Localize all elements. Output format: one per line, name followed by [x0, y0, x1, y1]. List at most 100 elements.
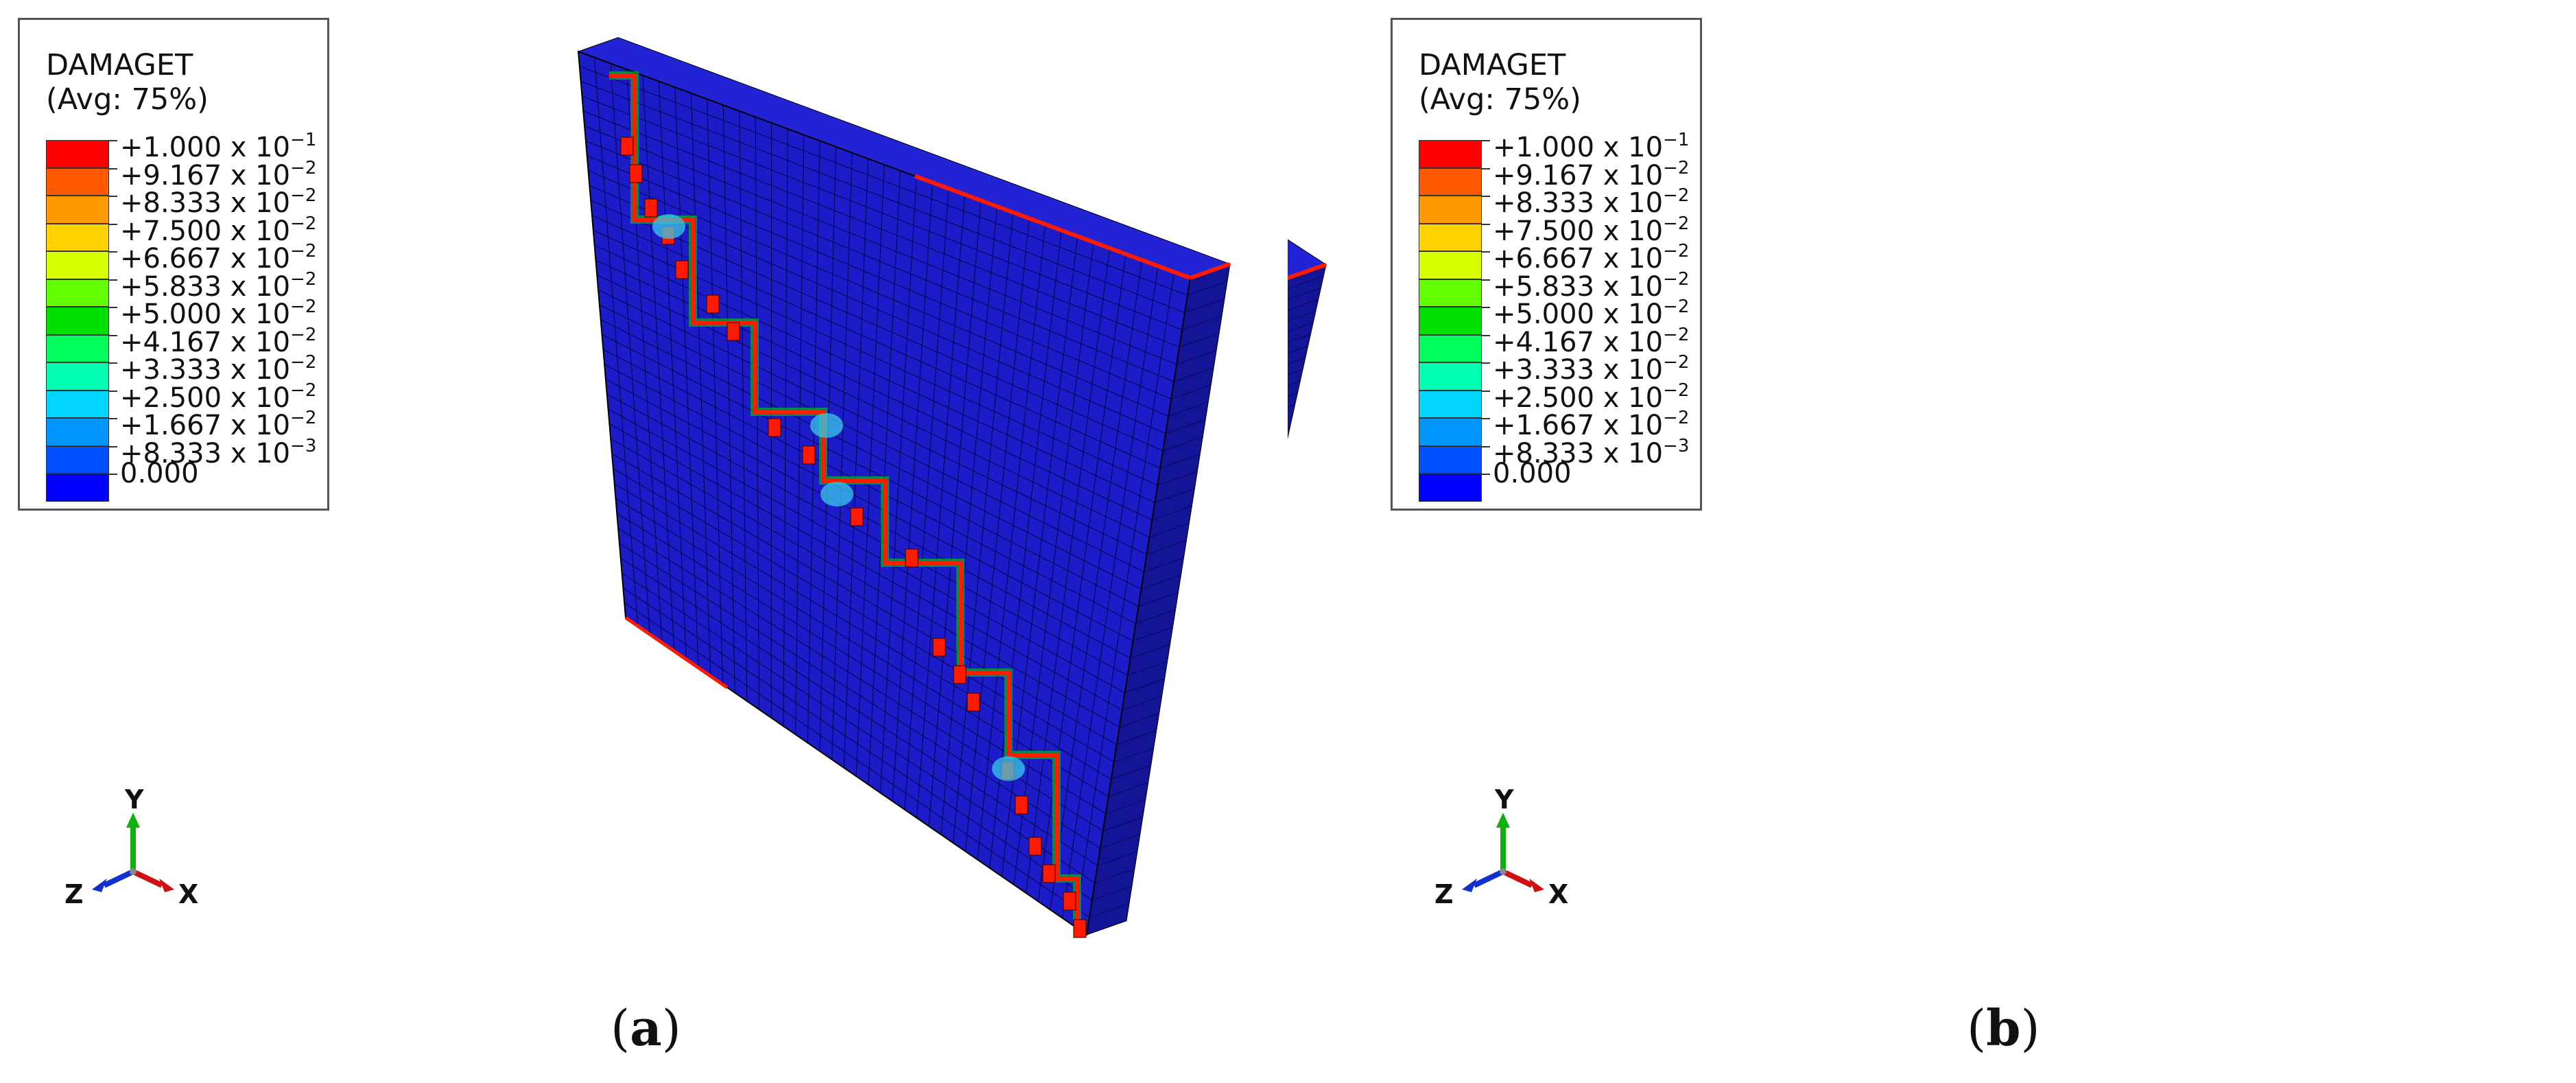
legend-tick [1482, 445, 1490, 447]
mesh-line [603, 349, 1136, 625]
mesh-line [1113, 747, 1154, 762]
legend-value-label: +5.000 x 10−2 [1493, 296, 1690, 330]
damaged-element [726, 322, 740, 341]
legend-tick [109, 223, 117, 225]
mesh-line [622, 572, 1096, 883]
legend-value-label: +6.667 x 10−2 [120, 241, 317, 275]
mesh-line [614, 483, 1112, 780]
legend-color-band [1419, 445, 1482, 474]
legend-color-band [46, 334, 109, 362]
legend-tick [1482, 418, 1490, 419]
mesh-line [1144, 557, 1184, 572]
legend-color-band [1419, 307, 1482, 335]
damage-legend: DAMAGET (Avg: 75%) +1.000 x 10−1 +9.167 x… [18, 18, 329, 511]
mesh-line [587, 155, 1172, 399]
mesh-line [610, 438, 1120, 728]
legend-color-band [46, 140, 109, 168]
axis-y-label: Y [1494, 784, 1514, 815]
legend-color-scale: +1.000 x 10−1 +9.167 x 10−2 +8.333 x 10−2 +… [46, 130, 316, 504]
mesh-line [1288, 357, 1306, 364]
legend-value-label: +1.000 x 10−1 [120, 130, 317, 163]
damaged-element [620, 137, 634, 156]
legend-value-label: +2.500 x 10−2 [1493, 380, 1690, 414]
mesh-line [602, 334, 1139, 607]
damaged-element [967, 692, 980, 712]
mesh-line [1288, 322, 1314, 332]
legend-value-label: +8.333 x 10−2 [1493, 185, 1690, 219]
legend-color-band [1419, 279, 1482, 307]
legend-color-band [46, 390, 109, 418]
mesh-line [595, 259, 1153, 521]
mesh-line [624, 602, 1090, 918]
legend-color-band [1419, 418, 1482, 446]
mesh-line [1152, 505, 1192, 521]
mesh-line [590, 200, 1163, 452]
damaged-element [850, 507, 864, 526]
legend-color-band [1419, 474, 1482, 502]
legend-value-label: +1.667 x 10−2 [1493, 408, 1690, 441]
legend-title: DAMAGET [46, 48, 193, 82]
legend-tick [109, 251, 117, 253]
panel-a: DAMAGET (Avg: 75%) +1.000 x 10−1 +9.167 x… [18, 18, 1231, 1057]
legend-color-band [46, 167, 109, 196]
mesh-line [1187, 281, 1228, 296]
edge-crack-top [1190, 261, 1231, 280]
damaged-element [953, 665, 967, 684]
mesh-line [1168, 401, 1209, 417]
mesh-line [1124, 678, 1165, 693]
subfigure-caption-a: (a) [611, 999, 681, 1057]
damaged-element [1028, 837, 1042, 856]
legend-tick [109, 445, 117, 447]
legend-value-label: 0.000 [1493, 458, 1572, 489]
damage-spot [652, 214, 685, 239]
mesh-line [611, 453, 1118, 745]
legend-tick [1482, 362, 1490, 364]
concrete-slab-model [1288, 239, 1327, 439]
legend-value-label: +5.000 x 10−2 [120, 296, 317, 330]
mesh-line [1173, 367, 1214, 382]
legend-tick [1482, 334, 1490, 336]
legend-tick [1482, 390, 1490, 392]
legend-value-label: +5.833 x 10−2 [120, 268, 317, 303]
mesh-line [1091, 885, 1133, 901]
edge-crack-top [1288, 262, 1327, 281]
model-view [577, 37, 1231, 938]
axis-triad: Y Z X [1434, 784, 1568, 909]
mesh-line [1122, 695, 1162, 711]
mesh-line [1184, 298, 1225, 313]
legend-value-label: +7.500 x 10−2 [120, 213, 317, 247]
legend-title: DAMAGET [1419, 48, 1566, 82]
damaged-element [1063, 892, 1076, 911]
legend-value-label: +2.500 x 10−2 [120, 380, 317, 414]
mesh-line [1288, 392, 1298, 397]
legend-tick [109, 362, 117, 364]
mesh-line [1105, 799, 1146, 815]
slab-side-face [1288, 264, 1327, 439]
legend-value-label: +9.167 x 10−2 [1493, 157, 1690, 191]
legend-color-band [46, 196, 109, 224]
mesh-line [1111, 765, 1151, 780]
mesh-line [1108, 782, 1148, 797]
mesh-line [1141, 574, 1181, 590]
legend-value-label: +7.500 x 10−2 [1493, 213, 1690, 247]
damage-legend: DAMAGET (Avg: 75%) +1.000 x 10−1 +9.167 x… [1391, 18, 1702, 511]
legend-tick [109, 140, 117, 141]
mesh-line [1288, 310, 1316, 322]
damaged-element [675, 260, 689, 279]
subfigure-caption-b: (b) [1967, 999, 2040, 1057]
mesh-line [1176, 350, 1217, 365]
legend-value-label: +5.833 x 10−2 [1493, 268, 1690, 303]
legend-subtitle: (Avg: 75%) [46, 82, 209, 117]
mesh-line [1138, 592, 1179, 607]
mesh-line [1171, 384, 1212, 399]
mesh-line [1133, 627, 1173, 642]
mesh-line [1119, 713, 1159, 728]
mesh-line [584, 125, 1177, 365]
legend-color-band [1419, 196, 1482, 224]
legend-color-band [1419, 167, 1482, 196]
legend-color-band [1419, 390, 1482, 418]
axis-y-label: Y [124, 784, 144, 815]
mesh-line [1288, 369, 1303, 375]
legend-value-label: +4.167 x 10−2 [1493, 324, 1690, 358]
mesh-line [591, 215, 1161, 469]
